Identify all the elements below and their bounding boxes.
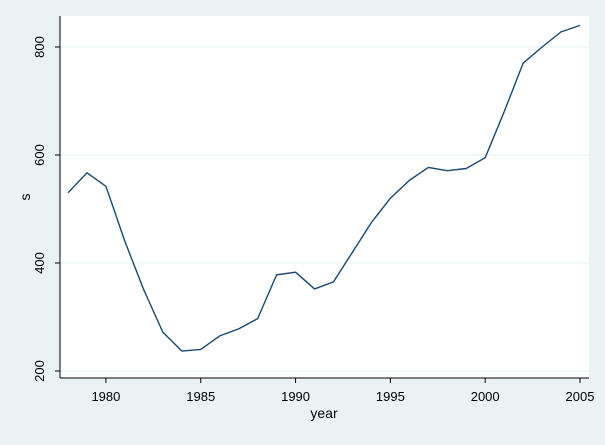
- data-point-1981: [124, 240, 126, 242]
- data-point-1989: [276, 274, 278, 276]
- data-point-1986: [219, 335, 221, 337]
- x-tick-label-1985: 1985: [186, 389, 215, 404]
- plot-area: [60, 16, 589, 378]
- data-point-1979: [86, 172, 88, 174]
- grid-lines: [60, 46, 589, 372]
- y-tick-label-600: 600: [32, 144, 47, 166]
- data-point-1999: [465, 168, 467, 170]
- x-tick-label-1990: 1990: [281, 389, 310, 404]
- data-point-1980: [105, 185, 107, 187]
- axes: 200 400 600 800 1980 1985 1990 1995 2000 2005: [32, 16, 594, 404]
- x-tick-label-1980: 1980: [91, 389, 120, 404]
- data-point-1987: [238, 328, 240, 330]
- y-axis-title: s: [17, 194, 33, 201]
- data-point-2001: [503, 111, 505, 113]
- y-tick-label-400: 400: [32, 252, 47, 274]
- data-point-1988: [257, 318, 259, 320]
- data-point-1993: [351, 251, 353, 253]
- data-point-1992: [332, 281, 334, 283]
- y-tick-label-800: 800: [32, 36, 47, 58]
- data-point-2004: [560, 31, 562, 33]
- data-point-1995: [389, 197, 391, 199]
- data-point-2005: [579, 24, 581, 26]
- data-point-1983: [162, 331, 164, 333]
- data-point-1997: [427, 166, 429, 168]
- data-point-1994: [370, 222, 372, 224]
- data-point-2003: [541, 46, 543, 48]
- data-point-1978: [67, 192, 69, 194]
- data-point-1984: [181, 350, 183, 352]
- x-tick-label-2000: 2000: [471, 389, 500, 404]
- data-point-1990: [295, 271, 297, 273]
- data-point-1991: [314, 288, 316, 290]
- data-point-1998: [446, 170, 448, 172]
- series-line: [67, 24, 581, 352]
- y-tick-label-200: 200: [32, 360, 47, 382]
- data-point-2002: [522, 62, 524, 64]
- x-axis-title: year: [310, 405, 338, 421]
- x-tick-label-1995: 1995: [376, 389, 405, 404]
- series-layer: [67, 24, 581, 352]
- data-point-1996: [408, 179, 410, 181]
- data-point-1982: [143, 289, 145, 291]
- data-point-2000: [484, 157, 486, 159]
- x-tick-label-2005: 2005: [566, 389, 595, 404]
- data-point-1985: [200, 348, 202, 350]
